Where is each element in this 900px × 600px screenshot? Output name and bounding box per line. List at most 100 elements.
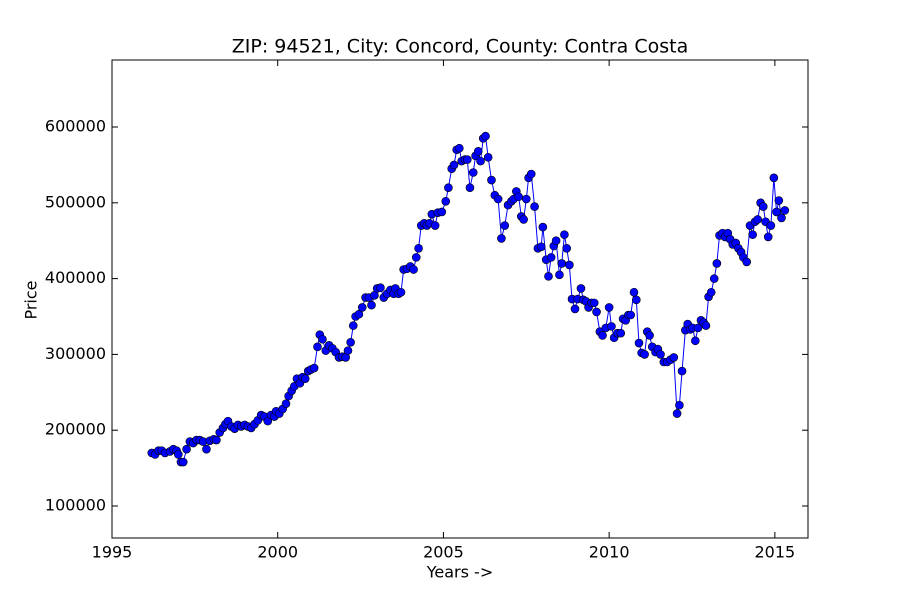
- data-point: [742, 257, 751, 267]
- data-point: [656, 350, 665, 359]
- data-point: [748, 230, 757, 239]
- y-tick-label: 500000: [45, 192, 106, 211]
- x-axis-label: Years ->: [426, 563, 493, 582]
- y-tick-label: 600000: [45, 117, 106, 136]
- data-point: [521, 194, 531, 204]
- data-point: [462, 155, 472, 164]
- data-point: [343, 346, 353, 355]
- data-point: [455, 143, 464, 153]
- data-point: [672, 409, 682, 418]
- data-point: [669, 353, 679, 362]
- data-point: [441, 196, 451, 206]
- x-tick-label: 2005: [423, 543, 464, 562]
- data-point: [753, 215, 762, 224]
- data-point: [367, 300, 376, 310]
- data-point: [212, 435, 221, 445]
- data-point: [538, 222, 548, 232]
- data-point: [565, 260, 574, 270]
- data-point: [546, 253, 556, 262]
- data-point: [709, 274, 719, 283]
- data-point: [483, 153, 493, 162]
- data-point: [493, 194, 503, 204]
- data-point: [481, 131, 490, 141]
- plot-frame: [111, 59, 809, 539]
- data-point: [444, 183, 453, 192]
- data-point: [354, 309, 364, 319]
- data-point: [769, 173, 779, 183]
- data-point: [536, 242, 546, 252]
- data-point: [409, 265, 418, 274]
- x-tick-label: 2015: [754, 543, 795, 562]
- data-point: [414, 243, 423, 253]
- data-point: [519, 215, 528, 224]
- data-point: [763, 232, 773, 242]
- chart-title: ZIP: 94521, City: Concord, County: Contr…: [232, 36, 688, 58]
- data-point: [346, 337, 355, 347]
- data-point: [514, 192, 523, 202]
- data-point: [607, 322, 616, 331]
- data-point: [758, 202, 768, 211]
- x-tick-label: 1995: [92, 543, 133, 562]
- data-point: [411, 253, 421, 262]
- y-tick-label: 100000: [45, 496, 106, 515]
- data-point: [777, 213, 786, 223]
- y-tick-label: 300000: [45, 344, 106, 363]
- data-point: [449, 160, 459, 170]
- data-point: [281, 399, 291, 408]
- y-axis-label: Price: [22, 280, 41, 319]
- data-point: [182, 444, 191, 454]
- data-point: [626, 310, 635, 320]
- data-point: [712, 259, 722, 268]
- data-point: [589, 298, 599, 308]
- data-point: [348, 321, 358, 330]
- data-point: [632, 295, 641, 305]
- data-point: [562, 243, 572, 253]
- data-point: [476, 156, 485, 166]
- data-point: [701, 321, 711, 330]
- data-point: [691, 336, 700, 346]
- data-point: [592, 307, 601, 317]
- data-point: [604, 303, 614, 312]
- data-point: [430, 221, 440, 230]
- data-point: [173, 450, 183, 459]
- data-point: [309, 363, 319, 373]
- data-point: [640, 350, 649, 359]
- data-point: [178, 457, 188, 467]
- data-point: [357, 303, 367, 312]
- x-tick-label: 2010: [589, 543, 630, 562]
- data-point: [300, 374, 310, 383]
- data-point: [313, 342, 322, 352]
- data-point: [530, 202, 539, 211]
- data-point: [772, 207, 781, 217]
- data-point: [780, 206, 790, 215]
- data-point: [487, 175, 496, 185]
- data-point: [202, 444, 211, 454]
- data-point: [465, 183, 475, 192]
- data-point: [693, 323, 703, 333]
- y-tick-label: 400000: [45, 268, 106, 287]
- data-point: [645, 331, 654, 340]
- data-point: [576, 284, 586, 293]
- data-point: [616, 328, 626, 338]
- data-point: [318, 334, 327, 344]
- data-point: [560, 230, 569, 239]
- data-point: [551, 236, 561, 246]
- data-point: [468, 168, 478, 177]
- data-point: [570, 304, 580, 314]
- data-point: [396, 287, 406, 297]
- y-tick-label: 200000: [45, 420, 106, 439]
- data-point: [526, 169, 536, 179]
- data-point: [706, 287, 716, 297]
- data-point: [544, 272, 553, 281]
- data-point: [766, 221, 776, 230]
- data-point: [598, 331, 607, 340]
- plot-area: [147, 131, 790, 467]
- data-point: [376, 283, 385, 293]
- data-point: [500, 221, 510, 230]
- data-point: [634, 338, 644, 348]
- data-point: [555, 270, 564, 280]
- data-point: [557, 259, 567, 268]
- x-tick-label: 2000: [257, 543, 298, 562]
